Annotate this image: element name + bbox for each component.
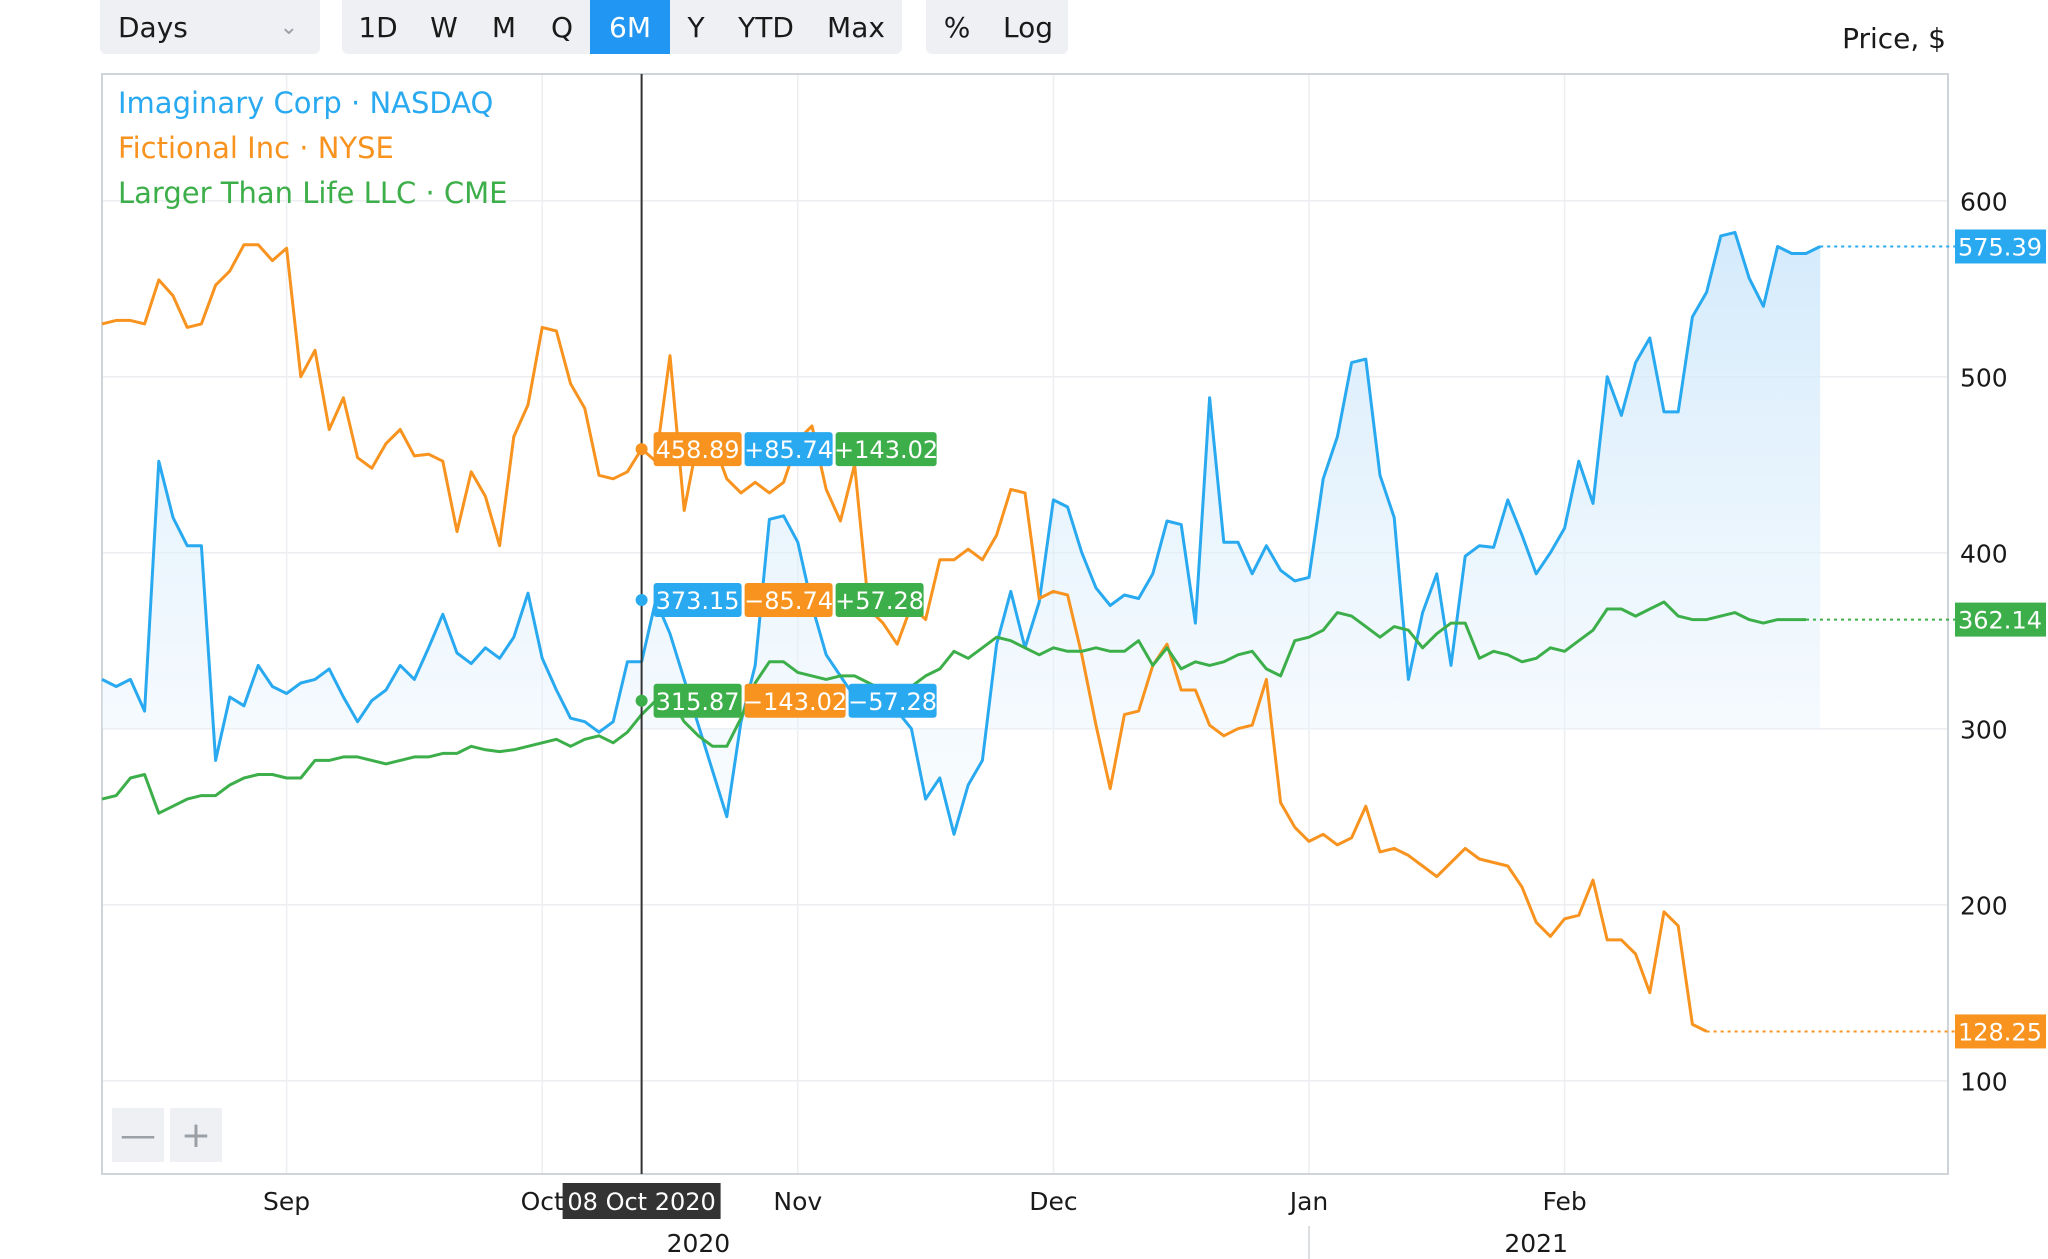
interval-dropdown-label: Days [118, 10, 188, 44]
x-tick-label: Oct [521, 1187, 564, 1216]
tooltip-badge [848, 683, 937, 718]
tooltip-badge [653, 683, 742, 718]
x-tick-label: Feb [1542, 1187, 1586, 1216]
crosshair-point [635, 694, 648, 707]
year-label: 2021 [1504, 1229, 1568, 1258]
legend-entry: Imaginary Corp · NASDAQ [118, 86, 493, 120]
range-selector: 1D W M Q 6M Y YTD Max [342, 0, 902, 54]
crosshair-point [635, 593, 648, 606]
zoom-out-button[interactable]: — [112, 1108, 164, 1162]
scale-selector: % Log [926, 0, 1068, 54]
series-line [101, 600, 1806, 815]
chevron-down-icon: ⌄ [279, 14, 298, 40]
legend-entry: Larger Than Life LLC · CME [118, 176, 508, 210]
tooltip-badge-label: +57.28 [835, 587, 924, 615]
x-tick-label: Nov [773, 1187, 822, 1216]
tooltip-badge-label: −57.28 [848, 688, 937, 716]
x-tick-label: Dec [1029, 1187, 1077, 1216]
last-value-badge [1955, 229, 2046, 264]
interval-dropdown[interactable]: Days ⌄ [100, 0, 320, 54]
range-button-ytd[interactable]: YTD [738, 10, 794, 44]
last-value-label: 362.14 [1958, 607, 2042, 635]
range-button-q[interactable]: Q [550, 10, 574, 44]
percent-scale-button[interactable]: % [943, 10, 971, 44]
range-button-y[interactable]: Y [687, 10, 705, 44]
range-button-m[interactable]: M [491, 10, 517, 44]
crosshair-point [635, 443, 648, 456]
range-button-1d[interactable]: 1D [358, 10, 398, 44]
range-button-w[interactable]: W [430, 10, 458, 44]
y-tick-label: 200 [1960, 892, 2008, 921]
tooltip-badge-label: 373.15 [656, 587, 740, 615]
x-tick-label: Sep [263, 1187, 310, 1216]
tooltip-badge [835, 582, 924, 617]
log-scale-button[interactable]: Log [1003, 10, 1054, 44]
last-value-label: 128.25 [1958, 1018, 2042, 1046]
legend-entry: Fictional Inc · NYSE [118, 131, 394, 165]
zoom-in-button[interactable]: + [170, 1108, 222, 1162]
tooltip-badge-label: −85.74 [744, 587, 833, 615]
y-tick-label: 600 [1960, 188, 2008, 217]
plot-frame [101, 73, 1949, 1175]
x-tick-label: Jan [1288, 1187, 1329, 1216]
year-label: 2020 [667, 1229, 731, 1258]
tooltip-badge-label: +85.74 [744, 436, 833, 464]
y-tick-label: 300 [1960, 716, 2008, 745]
y-tick-label: 500 [1960, 364, 2008, 393]
tooltip-badge-label: −143.02 [743, 688, 847, 716]
tooltip-badge-label: 458.89 [656, 436, 740, 464]
crosshair-date-label: 08 Oct 2020 [567, 1188, 715, 1216]
series-line [101, 230, 1821, 836]
tooltip-badge [744, 432, 833, 467]
tooltip-badge [653, 432, 742, 467]
tooltip-badge [744, 683, 846, 718]
last-value-badge [1955, 602, 2046, 637]
last-value-badge [1955, 1014, 2046, 1049]
price-axis-title: Price, $ [1842, 22, 1946, 55]
tooltip-badge [835, 432, 937, 467]
tooltip-badge-label: +143.02 [834, 436, 938, 464]
tooltip-badge [744, 582, 833, 617]
range-button-6m[interactable]: 6M [590, 0, 670, 54]
tooltip-badge [653, 582, 742, 617]
range-button-max[interactable]: Max [827, 10, 885, 44]
series-area-fill [102, 232, 1821, 835]
crosshair-date-badge [562, 1183, 721, 1219]
tooltip-badge-label: 315.87 [656, 688, 740, 716]
last-value-label: 575.39 [1958, 233, 2042, 261]
y-tick-label: 100 [1960, 1068, 2008, 1097]
series-line [101, 243, 1708, 1033]
y-tick-label: 400 [1960, 540, 2008, 569]
